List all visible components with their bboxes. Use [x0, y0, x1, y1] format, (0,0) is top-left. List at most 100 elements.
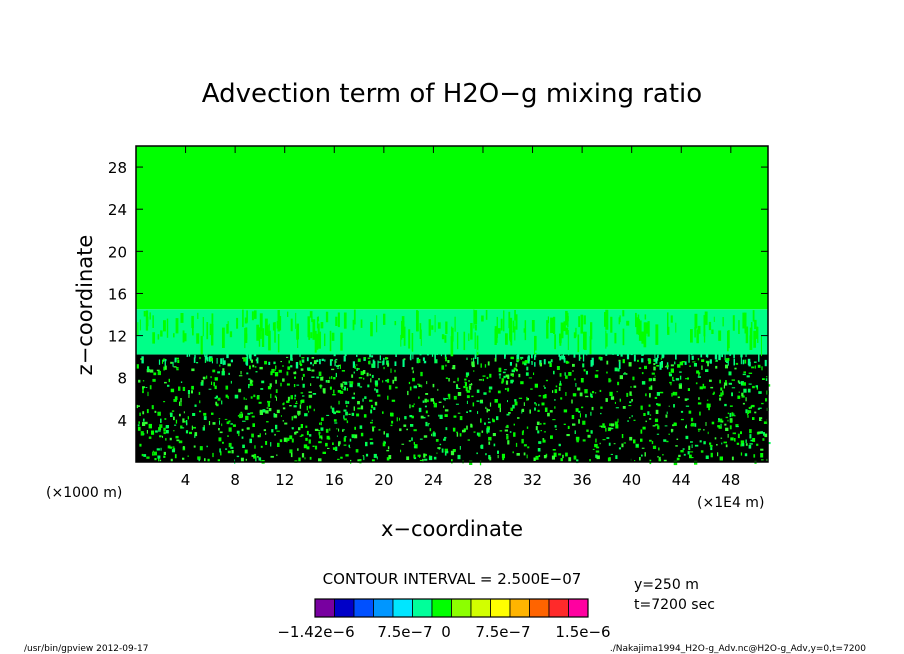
- texture-speck: [518, 397, 523, 399]
- texture-speck: [338, 400, 340, 405]
- texture-streak: [157, 334, 160, 340]
- texture-streak: [416, 310, 418, 332]
- texture-speck: [432, 383, 435, 388]
- texture-streak: [245, 327, 248, 340]
- texture-speck: [221, 371, 225, 376]
- texture-speck: [371, 459, 375, 462]
- texture-speck: [640, 438, 643, 442]
- texture-speck: [554, 399, 556, 401]
- texture-speck: [286, 371, 289, 376]
- texture-speck: [338, 364, 341, 367]
- texture-speck: [291, 358, 293, 361]
- texture-speck: [249, 365, 251, 370]
- texture-speck: [146, 430, 148, 434]
- texture-speck: [300, 368, 304, 371]
- texture-speck: [150, 369, 154, 373]
- texture-streak: [401, 320, 403, 340]
- texture-speck: [175, 435, 179, 439]
- texture-speck: [691, 457, 694, 459]
- texture-streak: [454, 316, 456, 332]
- texture-speck: [169, 437, 172, 441]
- texture-streak: [485, 310, 488, 320]
- texture-fleck: [356, 354, 358, 357]
- plot-area: [135, 145, 771, 466]
- colorbar-label: 0: [441, 623, 451, 641]
- texture-speck: [138, 421, 140, 424]
- texture-speck: [431, 433, 433, 437]
- texture-speck: [370, 404, 373, 409]
- texture-streak: [137, 322, 139, 336]
- texture-streak: [152, 315, 154, 328]
- texture-streak: [251, 311, 254, 321]
- texture-speck: [631, 399, 633, 402]
- texture-speck: [715, 365, 718, 369]
- texture-speck: [430, 398, 434, 402]
- texture-speck: [249, 383, 254, 386]
- texture-speck: [641, 381, 646, 385]
- texture-speck: [252, 423, 255, 427]
- texture-fleck: [705, 351, 709, 357]
- texture-speck: [476, 400, 480, 402]
- texture-streak: [290, 318, 293, 332]
- texture-speck: [589, 459, 591, 463]
- texture-speck: [192, 413, 196, 416]
- texture-speck: [208, 421, 211, 426]
- y-tick-label: 8: [117, 370, 127, 388]
- texture-fleck: [410, 350, 412, 353]
- texture-speck: [214, 377, 218, 381]
- texture-speck: [649, 393, 651, 398]
- texture-speck: [721, 442, 723, 445]
- texture-speck: [533, 457, 536, 461]
- texture-streak: [331, 332, 335, 341]
- texture-streak: [295, 312, 297, 329]
- texture-speck: [652, 377, 656, 382]
- texture-speck: [137, 426, 141, 431]
- texture-speck: [615, 424, 619, 429]
- texture-speck: [644, 452, 646, 457]
- texture-speck: [763, 432, 765, 436]
- texture-fleck: [552, 350, 555, 354]
- texture-speck: [232, 424, 236, 427]
- texture-speck: [613, 443, 616, 445]
- texture-speck: [340, 456, 343, 459]
- texture-streak: [583, 331, 587, 350]
- texture-speck: [160, 447, 162, 451]
- texture-speck: [218, 428, 220, 431]
- texture-speck: [715, 360, 718, 362]
- texture-speck: [741, 443, 745, 447]
- texture-speck: [260, 388, 264, 390]
- texture-streak: [394, 321, 397, 326]
- texture-fleck: [443, 348, 446, 352]
- texture-fleck: [410, 353, 412, 361]
- texture-speck: [217, 459, 220, 462]
- texture-speck: [228, 372, 230, 375]
- texture-speck: [555, 428, 557, 430]
- texture-streak: [560, 322, 564, 339]
- texture-speck: [270, 393, 272, 399]
- texture-speck: [249, 438, 252, 444]
- texture-speck: [698, 430, 700, 432]
- texture-speck: [178, 440, 183, 444]
- x-tick-label: 32: [523, 471, 542, 489]
- texture-speck: [617, 418, 619, 423]
- texture-streak: [749, 327, 753, 341]
- texture-speck: [385, 357, 388, 360]
- texture-speck: [172, 446, 175, 448]
- texture-speck: [489, 402, 492, 407]
- texture-streak: [756, 326, 758, 339]
- texture-speck: [290, 452, 293, 458]
- texture-speck: [592, 391, 595, 394]
- texture-speck: [658, 459, 662, 463]
- texture-speck: [671, 393, 673, 397]
- texture-streak: [258, 327, 261, 347]
- texture-speck: [520, 381, 524, 385]
- texture-streak: [474, 310, 478, 325]
- texture-speck: [372, 427, 375, 432]
- texture-speck: [538, 395, 542, 397]
- texture-speck: [428, 423, 430, 425]
- texture-speck: [274, 372, 279, 377]
- texture-speck: [654, 423, 659, 426]
- texture-speck: [163, 366, 166, 371]
- texture-speck: [373, 407, 376, 410]
